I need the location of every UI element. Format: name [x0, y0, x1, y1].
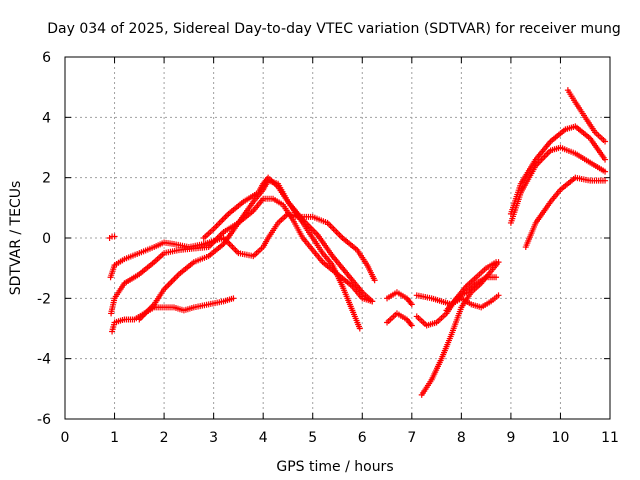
y-tick-label: 2 — [42, 171, 51, 187]
x-tick-label: 0 — [61, 430, 70, 446]
x-tick-label: 2 — [160, 430, 169, 446]
data-point — [602, 138, 609, 145]
data-point — [371, 277, 378, 284]
data-point — [408, 301, 415, 308]
data-point — [111, 233, 118, 240]
grid-lines — [65, 57, 610, 419]
data-point — [602, 168, 609, 175]
x-tick-label: 6 — [358, 430, 367, 446]
axis-ticks: 0 1 2 3 4 5 6 7 8 9 10 11 -6 -4 -2 0 2 4 6 — [37, 50, 619, 446]
series-track-4 — [109, 295, 237, 335]
x-tick-label: 8 — [457, 430, 466, 446]
series-track-8 — [384, 310, 415, 329]
series-track-14 — [507, 123, 609, 217]
x-tick-label: 10 — [552, 430, 570, 446]
data-point — [230, 295, 237, 302]
series-track-9 — [413, 292, 502, 311]
x-tick-label: 3 — [209, 430, 218, 446]
y-axis-label: SDTVAR / TECUs — [8, 181, 24, 296]
series-track-11 — [418, 259, 502, 398]
data-point — [493, 259, 500, 266]
y-tick-label: 0 — [42, 231, 51, 247]
plot-frame — [64, 56, 611, 420]
data-point — [493, 274, 500, 281]
data-point — [408, 322, 415, 329]
series-track-6 — [200, 174, 376, 305]
x-tick-label: 5 — [308, 430, 317, 446]
y-tick-label: -4 — [37, 352, 51, 368]
x-tick-label: 4 — [259, 430, 268, 446]
data-point — [602, 156, 609, 163]
data-point — [369, 298, 376, 305]
series-track-7 — [384, 289, 415, 308]
y-tick-label: 4 — [42, 110, 51, 126]
data-points — [106, 87, 609, 398]
x-axis-label: GPS time / hours — [276, 459, 393, 475]
series-track-1 — [106, 233, 118, 241]
y-tick-label: 6 — [42, 50, 51, 66]
series-track-15 — [522, 174, 609, 251]
series-track-3 — [108, 195, 376, 317]
data-point — [602, 177, 609, 184]
x-tick-label: 9 — [506, 430, 515, 446]
x-tick-label: 11 — [601, 430, 619, 446]
series-track-16 — [564, 87, 609, 145]
data-point — [356, 325, 363, 332]
y-tick-label: -6 — [37, 412, 51, 428]
chart-title: Day 034 of 2025, Sidereal Day-to-day VTE… — [47, 21, 621, 37]
data-point — [495, 292, 502, 299]
series-track-12 — [443, 259, 500, 314]
x-tick-label: 1 — [110, 430, 119, 446]
y-tick-label: -2 — [37, 291, 51, 307]
series-track-13 — [507, 144, 609, 226]
x-tick-label: 7 — [407, 430, 416, 446]
